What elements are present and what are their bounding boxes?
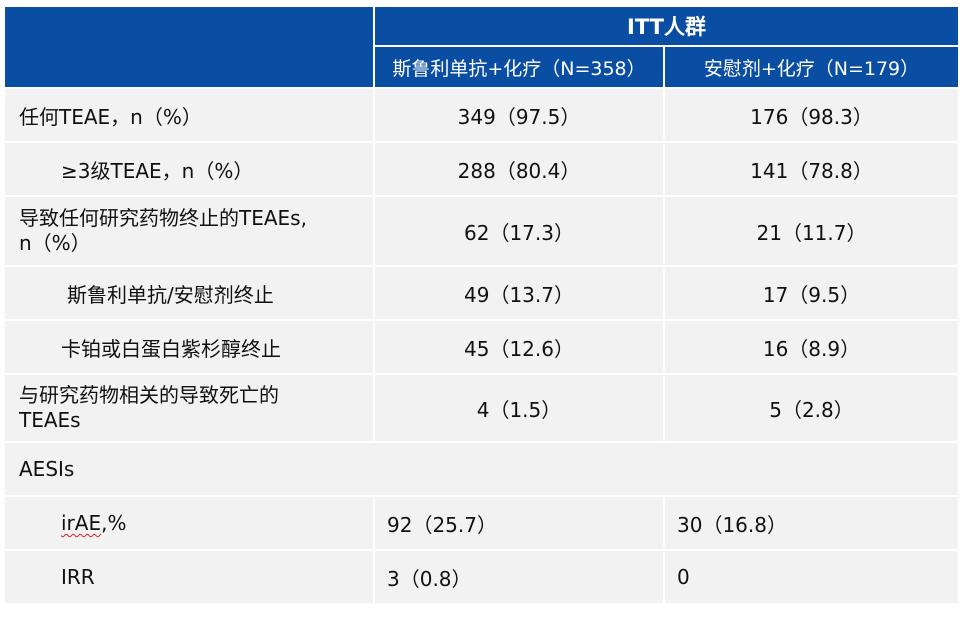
row-label: 与研究药物相关的导致死亡的 TEAEs — [5, 375, 373, 441]
row-label: irAE,% — [5, 497, 373, 549]
row-label: 斯鲁利单抗/安慰剂终止 — [5, 267, 373, 319]
header-columns-row: 斯鲁利单抗+化疗（N=358） 安慰剂+化疗（N=179） — [5, 45, 958, 87]
safety-table: ITT人群 斯鲁利单抗+化疗（N=358） 安慰剂+化疗（N=179） 任何TE… — [5, 7, 958, 603]
table-row: 卡铂或白蛋白紫杉醇终止 45（12.6） 16（8.9） — [5, 321, 958, 373]
table-row: 与研究药物相关的导致死亡的 TEAEs 4（1.5） 5（2.8） — [5, 375, 958, 441]
table-row: 斯鲁利单抗/安慰剂终止 49（13.7） 17（9.5） — [5, 267, 958, 319]
row-value-placebo: 5（2.8） — [665, 375, 958, 441]
row-value-treatment: 49（13.7） — [375, 267, 663, 319]
table-row: 导致任何研究药物终止的TEAEs, n（%） 62（17.3） 21（11.7） — [5, 197, 958, 265]
row-label: IRR — [5, 551, 373, 603]
section-row-aesis: AESIs — [5, 443, 958, 495]
row-label: ≥3级TEAE，n（%） — [5, 143, 373, 195]
row-value-treatment: 62（17.3） — [375, 197, 663, 265]
header-col-treatment: 斯鲁利单抗+化疗（N=358） — [375, 45, 663, 87]
header-group-row: ITT人群 — [5, 7, 958, 45]
row-label: 卡铂或白蛋白紫杉醇终止 — [5, 321, 373, 373]
row-value-placebo: 16（8.9） — [665, 321, 958, 373]
row-label-line1: 导致任何研究药物终止的TEAEs, — [19, 206, 307, 230]
row-value-placebo: 0 — [665, 551, 958, 603]
row-value-treatment: 92（25.7） — [375, 497, 663, 549]
table-row: ≥3级TEAE，n（%） 288（80.4） 141（78.8） — [5, 143, 958, 195]
row-value-placebo: 141（78.8） — [665, 143, 958, 195]
row-value-treatment: 349（97.5） — [375, 89, 663, 141]
row-value-placebo: 21（11.7） — [665, 197, 958, 265]
row-value-placebo: 17（9.5） — [665, 267, 958, 319]
header-group-title: ITT人群 — [375, 7, 958, 45]
row-label: 导致任何研究药物终止的TEAEs, n（%） — [5, 197, 373, 265]
section-label: AESIs — [5, 443, 958, 495]
row-value-treatment: 3（0.8） — [375, 551, 663, 603]
row-value-treatment: 288（80.4） — [375, 143, 663, 195]
header-blank-cell — [5, 7, 373, 87]
row-label: 任何TEAE，n（%） — [5, 89, 373, 141]
row-value-placebo: 30（16.8） — [665, 497, 958, 549]
row-label-suffix: ,% — [101, 511, 127, 535]
row-value-treatment: 45（12.6） — [375, 321, 663, 373]
row-label-line1: 与研究药物相关的导致死亡的 — [19, 383, 279, 407]
row-value-treatment: 4（1.5） — [375, 375, 663, 441]
table-row: irAE,% 92（25.7） 30（16.8） — [5, 497, 958, 549]
table-row: 任何TEAE，n（%） 349（97.5） 176（98.3） — [5, 89, 958, 141]
row-label-term: irAE — [61, 511, 102, 535]
row-label-line2: n（%） — [19, 231, 91, 255]
row-value-placebo: 176（98.3） — [665, 89, 958, 141]
row-label-line2: TEAEs — [19, 408, 81, 432]
header-col-placebo: 安慰剂+化疗（N=179） — [665, 45, 958, 87]
table-row: IRR 3（0.8） 0 — [5, 551, 958, 603]
